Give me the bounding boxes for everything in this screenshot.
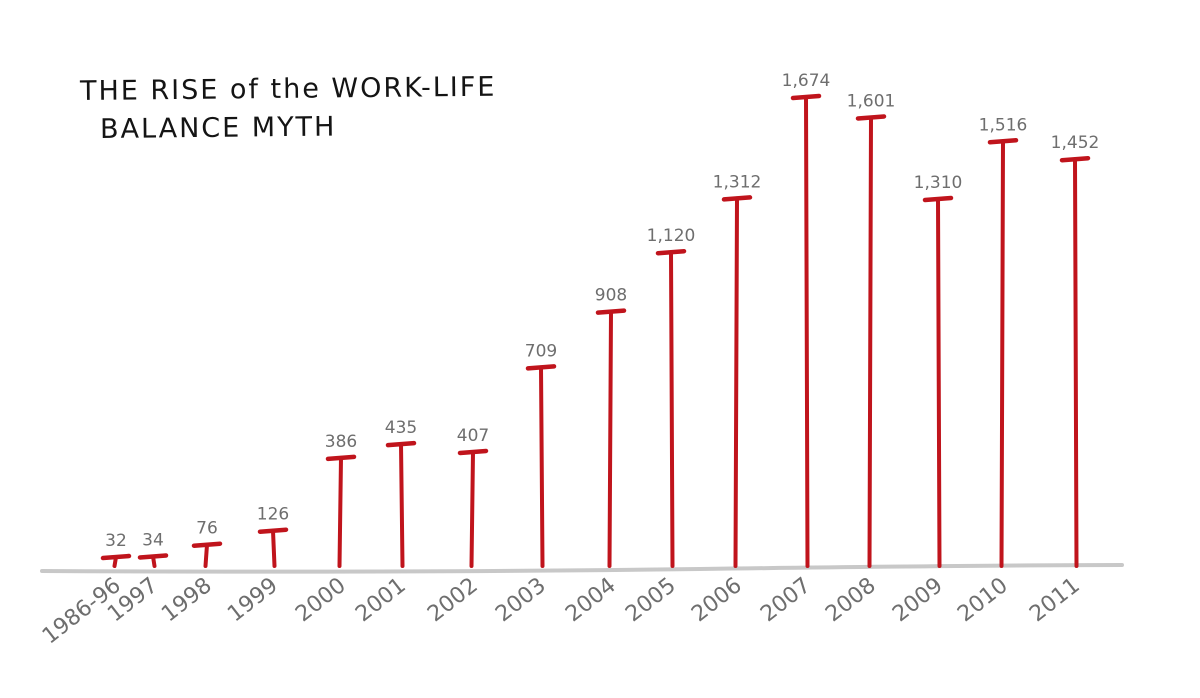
- bar-cap: [457, 448, 489, 456]
- bar-stem: [867, 115, 873, 568]
- bar-cap: [855, 114, 887, 121]
- bar: [257, 527, 289, 568]
- x-tick-label: 2005: [621, 573, 681, 627]
- bar-stem: [1073, 157, 1079, 568]
- x-tick-label: 1998: [157, 573, 217, 627]
- x-tick-label: 2008: [821, 573, 881, 627]
- x-tick-label: 2009: [888, 573, 948, 627]
- x-tick-label: 2007: [756, 573, 816, 627]
- x-tick-label: 2002: [423, 573, 483, 627]
- bar-value-label: 386: [325, 432, 357, 452]
- bar-cap: [137, 553, 169, 560]
- bar-stem: [203, 542, 209, 568]
- bar-stem: [804, 95, 810, 568]
- x-tick-label: 2003: [491, 573, 551, 627]
- bar-value-label: 34: [142, 530, 164, 550]
- bar-value-label: 1,310: [914, 173, 963, 193]
- bar: [922, 195, 954, 568]
- bar-value-label: 1,312: [713, 172, 762, 192]
- bar-value-label: 1,120: [647, 226, 696, 246]
- bar-cap: [325, 454, 357, 462]
- bar-stem: [999, 139, 1005, 568]
- bar-value-label: 1,674: [782, 71, 831, 91]
- bar-cap: [525, 364, 557, 371]
- x-tick-label: 2011: [1025, 573, 1085, 627]
- bar-stem: [669, 250, 675, 568]
- bar-cap: [922, 195, 954, 203]
- bar-stem: [271, 528, 277, 568]
- bar-cap: [191, 541, 223, 548]
- bar-value-label: 1,452: [1051, 133, 1100, 153]
- bar-value-label: 126: [257, 505, 289, 525]
- bar: [325, 454, 357, 568]
- bar-stem: [337, 455, 343, 568]
- bar-stem: [607, 309, 613, 568]
- bar: [137, 553, 169, 568]
- x-tick-label: 2004: [561, 573, 621, 627]
- bar-cap: [1059, 155, 1091, 163]
- bar: [855, 114, 887, 568]
- bar-stem: [936, 196, 942, 568]
- bar-stem: [469, 449, 475, 568]
- bar-cap: [385, 440, 417, 448]
- bar: [525, 364, 557, 568]
- bar: [721, 195, 753, 568]
- bar-value-label: 435: [385, 418, 417, 438]
- bar: [655, 248, 687, 568]
- x-tick-label: 1999: [223, 573, 283, 627]
- bar-cap: [655, 248, 687, 256]
- x-tick-label: 2001: [351, 573, 411, 627]
- bar-value-label: 1,516: [979, 115, 1028, 135]
- bar-stem: [539, 365, 545, 568]
- x-tick-label: 2010: [953, 573, 1013, 627]
- bar-value-label: 32: [105, 531, 127, 551]
- bar: [595, 308, 627, 568]
- bar-cap: [790, 93, 822, 101]
- bar: [987, 138, 1019, 568]
- bar-value-label: 709: [525, 341, 557, 361]
- bar-cap: [595, 308, 627, 315]
- bar-stem: [733, 196, 739, 568]
- bar: [790, 93, 822, 568]
- bar-value-label: 908: [595, 286, 627, 306]
- bar-cap: [100, 553, 132, 561]
- bar: [385, 440, 417, 568]
- bar-value-label: 1,601: [847, 91, 896, 111]
- bar-cap: [721, 195, 753, 202]
- bar: [100, 553, 132, 568]
- bar: [191, 541, 223, 568]
- bar-cap: [257, 527, 289, 534]
- bar-value-label: 76: [196, 519, 218, 539]
- bar-value-label: 407: [457, 426, 489, 446]
- bar: [1059, 155, 1091, 568]
- x-tick-label: 2000: [291, 573, 351, 627]
- x-tick-label: 2006: [687, 573, 747, 627]
- bar: [457, 448, 489, 568]
- bar-stem: [399, 442, 405, 568]
- x-axis-line: [40, 563, 1124, 574]
- bar-cap: [987, 138, 1019, 145]
